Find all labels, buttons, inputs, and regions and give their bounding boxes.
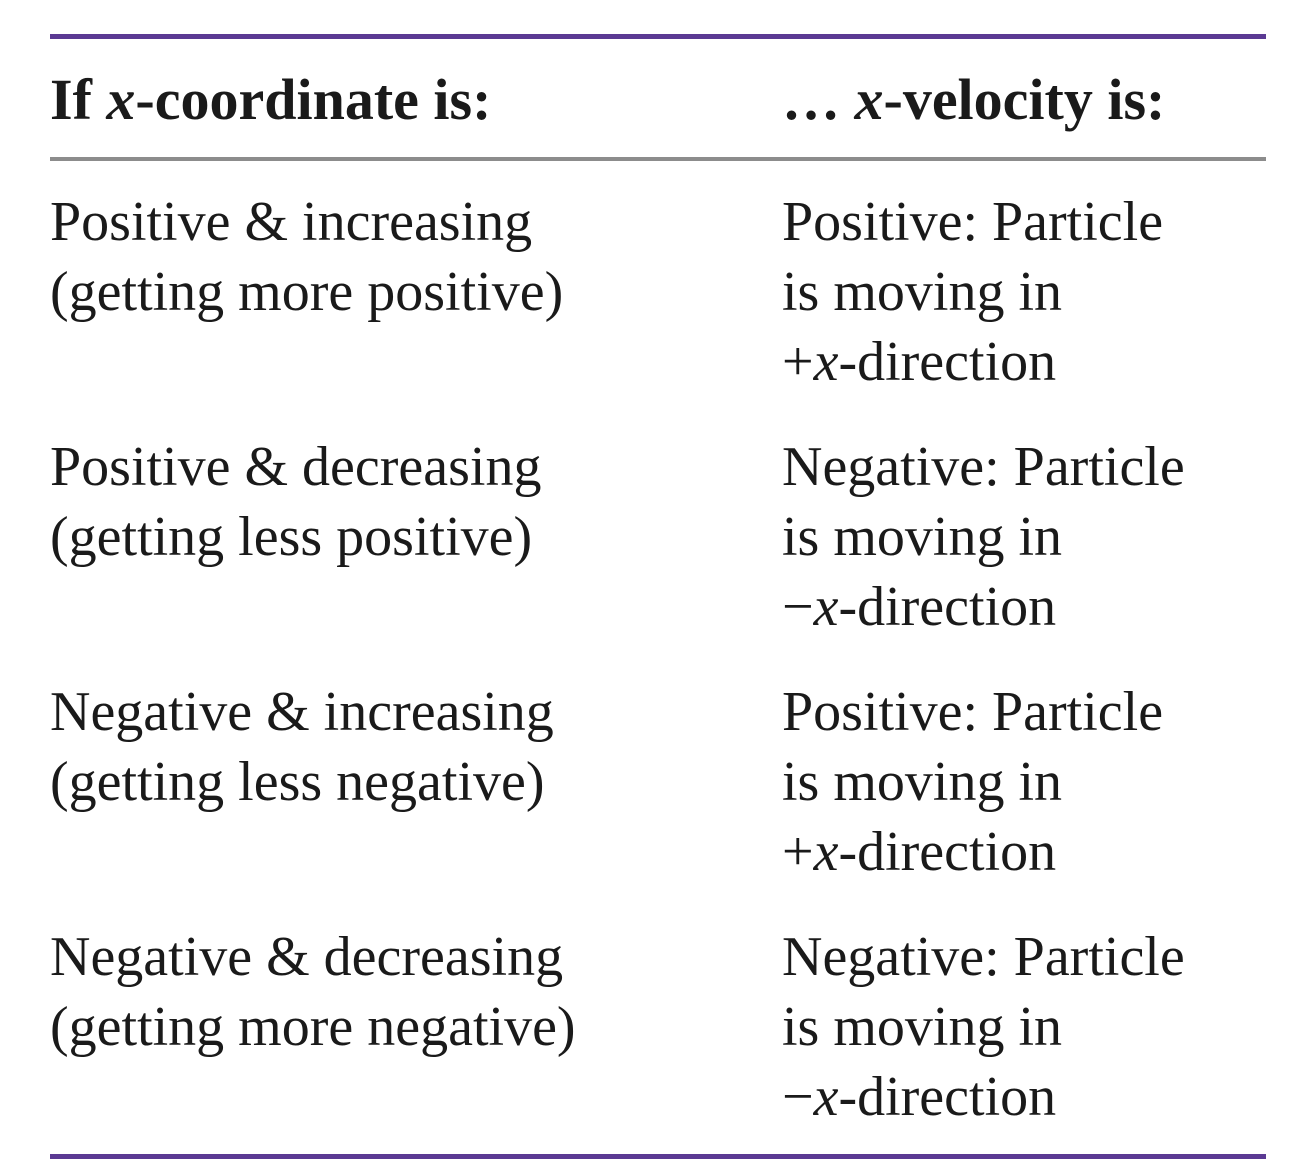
table-bottom-rule [50, 1154, 1266, 1159]
direction-suffix: -direction [838, 576, 1057, 638]
velocity-line: is moving in [782, 506, 1063, 568]
velocity-line: Negative: Particle [782, 926, 1185, 988]
velocity-line: Positive: Particle [782, 191, 1164, 253]
direction-var: x [813, 331, 839, 393]
direction-var: x [813, 576, 839, 638]
coordinate-line: (getting more positive) [50, 261, 564, 323]
coordinate-cell: Negative & decreasing (getting more nega… [50, 922, 782, 1132]
coordinate-line: Positive & decreasing [50, 436, 542, 498]
direction-sign: + [782, 331, 814, 393]
direction-sign: − [782, 1066, 814, 1128]
velocity-direction-line: +x-direction [782, 817, 1266, 887]
coordinate-line: Negative & increasing [50, 681, 554, 743]
header-velocity-prefix: … [782, 67, 855, 132]
table-row: Positive & decreasing (getting less posi… [50, 432, 1266, 642]
velocity-direction-line: −x-direction [782, 1062, 1266, 1132]
velocity-table: If x-coordinate is: … x-velocity is: Pos… [50, 34, 1266, 1159]
direction-suffix: -direction [838, 331, 1057, 393]
direction-var: x [813, 821, 839, 883]
coordinate-line: (getting less positive) [50, 506, 533, 568]
coordinate-line: (getting less negative) [50, 751, 545, 813]
velocity-direction-line: −x-direction [782, 572, 1266, 642]
table-top-rule [50, 34, 1266, 39]
coordinate-cell: Positive & increasing (getting more posi… [50, 187, 782, 397]
header-coordinate-var: x [106, 67, 136, 132]
table-row: Positive & increasing (getting more posi… [50, 187, 1266, 397]
velocity-line: is moving in [782, 751, 1063, 813]
coordinate-line: Negative & decreasing [50, 926, 564, 988]
coordinate-line: Positive & increasing [50, 191, 533, 253]
velocity-line: Positive: Particle [782, 681, 1164, 743]
direction-sign: − [782, 576, 814, 638]
coordinate-line: (getting more negative) [50, 996, 576, 1058]
direction-sign: + [782, 821, 814, 883]
header-coordinate-suffix: -coordinate is: [135, 67, 492, 132]
velocity-cell: Negative: Particle is moving in −x-direc… [782, 432, 1266, 642]
coordinate-cell: Positive & decreasing (getting less posi… [50, 432, 782, 642]
table-row: Negative & increasing (getting less nega… [50, 677, 1266, 887]
table-row: Negative & decreasing (getting more nega… [50, 922, 1266, 1132]
velocity-cell: Positive: Particle is moving in +x-direc… [782, 677, 1266, 887]
velocity-direction-line: +x-direction [782, 327, 1266, 397]
table-header-row: If x-coordinate is: … x-velocity is: [50, 39, 1266, 157]
velocity-line: is moving in [782, 996, 1063, 1058]
header-velocity-var: x [854, 67, 884, 132]
coordinate-cell: Negative & increasing (getting less nega… [50, 677, 782, 887]
direction-suffix: -direction [838, 821, 1057, 883]
direction-suffix: -direction [838, 1066, 1057, 1128]
header-velocity-suffix: -velocity is: [883, 67, 1166, 132]
header-velocity: … x-velocity is: [782, 67, 1266, 129]
velocity-cell: Negative: Particle is moving in −x-direc… [782, 922, 1266, 1132]
velocity-line: Negative: Particle [782, 436, 1185, 498]
header-coordinate: If x-coordinate is: [50, 67, 782, 129]
direction-var: x [813, 1066, 839, 1128]
header-coordinate-prefix: If [50, 67, 107, 132]
table-body: Positive & increasing (getting more posi… [50, 161, 1266, 1132]
velocity-cell: Positive: Particle is moving in +x-direc… [782, 187, 1266, 397]
table-header-rule [50, 157, 1266, 161]
velocity-line: is moving in [782, 261, 1063, 323]
